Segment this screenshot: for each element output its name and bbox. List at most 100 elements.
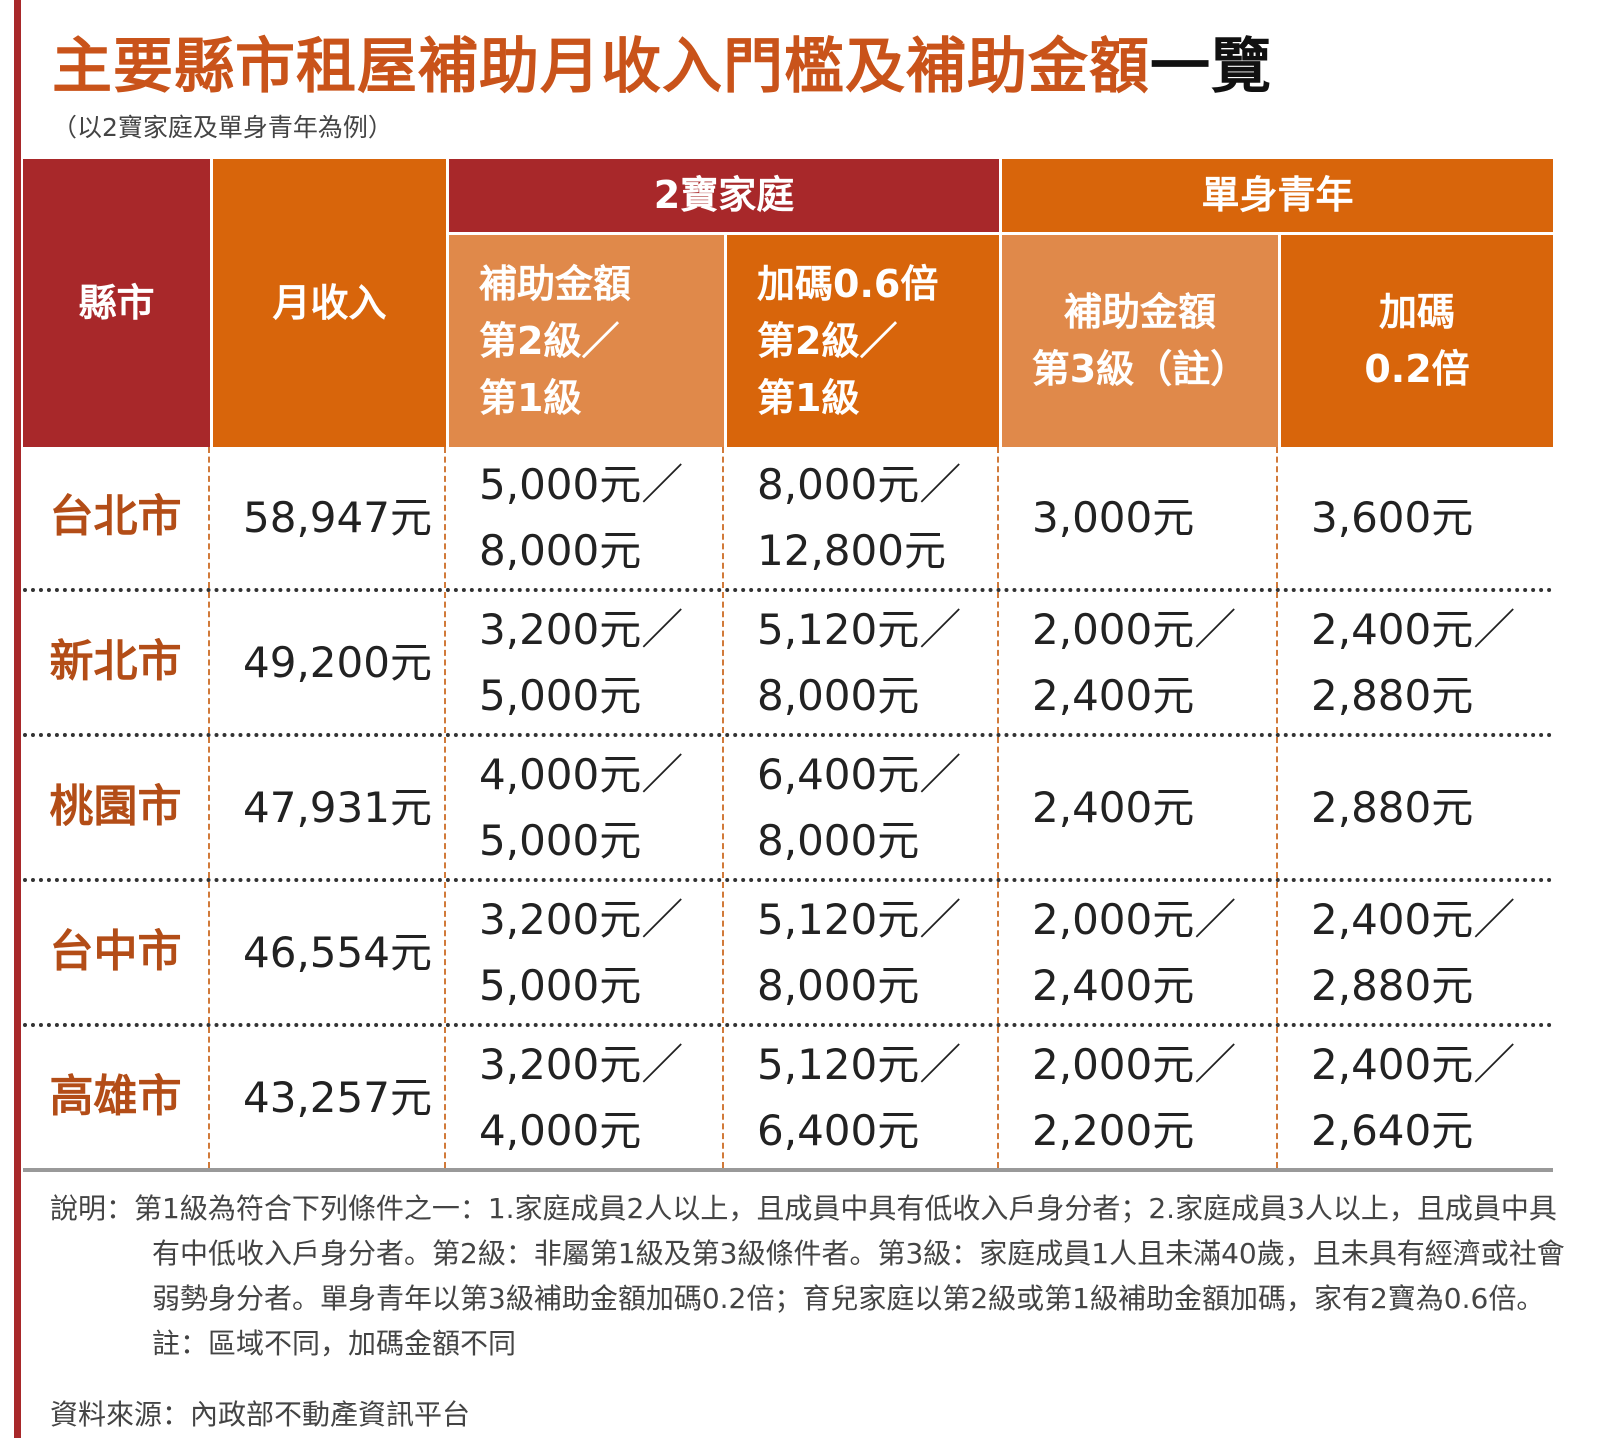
value-line: 8,000元	[479, 525, 642, 575]
value-line: 5,000元／	[479, 460, 684, 510]
city-name: 桃園市	[49, 781, 182, 833]
cell-family-subsidy: 3,200元／ 4,000元	[449, 1027, 724, 1168]
header-line: 補助金額	[479, 261, 632, 306]
income-value: 47,931元	[243, 782, 432, 832]
title-tail: 一覽	[1150, 32, 1272, 102]
cell-single-subsidy: 2,000元／ 2,200元	[1002, 1027, 1278, 1168]
value-line: 6,400元	[757, 1105, 920, 1155]
value-line: 3,200元／	[479, 1040, 684, 1090]
source: 資料來源：內政部不動產資訊平台	[50, 1398, 471, 1431]
value-line: 5,120元／	[757, 1040, 962, 1090]
header-single-subsidy: 補助金額第3級（註）	[1002, 235, 1278, 447]
cell-family-bonus: 5,120元／ 8,000元	[727, 592, 999, 733]
header-single-bonus: 加碼 0.2倍	[1281, 235, 1553, 447]
value-line: 2,000元／	[1032, 895, 1237, 945]
city-name: 台中市	[49, 926, 182, 978]
value-line: 5,120元／	[757, 895, 962, 945]
value-line: 2,000元／	[1032, 1040, 1237, 1090]
cell-single-subsidy: 2,400元	[1002, 737, 1278, 878]
value-line: 3,200元／	[479, 605, 684, 655]
value-line: 5,000元	[479, 960, 642, 1010]
cell-single-subsidy: 2,000元／ 2,400元	[1002, 592, 1278, 733]
cell-city: 高雄市	[23, 1027, 210, 1168]
value-line: 3,000元	[1032, 492, 1195, 542]
income-value: 49,200元	[243, 637, 432, 687]
value-line: 2,200元	[1032, 1105, 1195, 1155]
header-family-subsidy: 補助金額第2級／ 第1級	[449, 235, 724, 447]
value-line: 2,400元	[1032, 960, 1195, 1010]
header-line: 第1級	[757, 375, 860, 420]
header-line: 第3級（註）	[1031, 347, 1249, 391]
value-line: 2,400元／	[1311, 1040, 1516, 1090]
header-line: 第2級／	[757, 318, 898, 363]
income-value: 43,257元	[243, 1072, 432, 1122]
cell-income: 49,200元	[213, 592, 446, 733]
notes-text: 說明：第1級為符合下列條件之一：1.家庭成員2人以上，且成員中具有低收入戶身分者…	[50, 1192, 1565, 1360]
header-group-family: 2寶家庭	[449, 159, 999, 232]
cell-income: 43,257元	[213, 1027, 446, 1168]
value-line: 2,400元／	[1311, 895, 1516, 945]
table-header: 縣市 月收入 2寶家庭 單身青年 補助金額 第2級／ 第1級 加碼0.6倍 第2級／ 第…	[23, 159, 1553, 447]
value-line: 12,800元	[757, 525, 946, 575]
page-title: 主要縣市租屋補助月收入門檻及補助金額一覽	[52, 18, 1272, 105]
cell-family-subsidy: 4,000元／ 5,000元	[449, 737, 724, 878]
header-line: 加碼	[1378, 290, 1455, 334]
header-line: 第2級／	[479, 318, 620, 363]
value-line: 8,000元	[757, 815, 920, 865]
value-line: 5,000元	[479, 670, 642, 720]
value-line: 5,120元／	[757, 605, 962, 655]
income-value: 58,947元	[243, 492, 432, 542]
value-line: 2,000元／	[1032, 605, 1237, 655]
cell-city: 台中市	[23, 882, 210, 1023]
value-line: 2,880元	[1311, 782, 1474, 832]
cell-city: 台北市	[23, 447, 210, 588]
value-line: 8,000元／	[757, 460, 962, 510]
value-line: 2,880元	[1311, 960, 1474, 1010]
header-group-single: 單身青年	[1002, 159, 1553, 232]
cell-income: 46,554元	[213, 882, 446, 1023]
value-line: 3,200元／	[479, 895, 684, 945]
subsidy-table: 縣市 月收入 2寶家庭 單身青年 補助金額 第2級／ 第1級 加碼0.6倍 第2級／ 第…	[23, 159, 1553, 1172]
cell-single-bonus: 2,400元／ 2,640元	[1281, 1027, 1553, 1168]
value-line: 4,000元／	[479, 750, 684, 800]
cell-family-subsidy: 3,200元／ 5,000元	[449, 592, 724, 733]
cell-family-bonus: 5,120元／ 8,000元	[727, 882, 999, 1023]
notes: 說明：第1級為符合下列條件之一：1.家庭成員2人以上，且成員中具有低收入戶身分者…	[50, 1186, 1570, 1366]
cell-single-subsidy: 3,000元	[1002, 447, 1278, 588]
city-name: 台北市	[49, 491, 182, 543]
value-line: 2,400元	[1032, 670, 1195, 720]
cell-family-bonus: 6,400元／ 8,000元	[727, 737, 999, 878]
cell-family-bonus: 8,000元／ 12,800元	[727, 447, 999, 588]
value-line: 8,000元	[757, 670, 920, 720]
income-value: 46,554元	[243, 927, 432, 977]
value-line: 2,400元	[1032, 782, 1195, 832]
table-body: 台北市 58,947元 5,000元／ 8,000元 8,000元／ 12,800元 3,0…	[23, 447, 1553, 1172]
subtitle: （以2寶家庭及單身青年為例）	[52, 113, 393, 142]
city-name: 高雄市	[49, 1071, 182, 1123]
value-line: 2,880元	[1311, 670, 1474, 720]
cell-single-bonus: 2,400元／ 2,880元	[1281, 882, 1553, 1023]
value-line: 6,400元／	[757, 750, 962, 800]
table-row: 台中市 46,554元 3,200元／ 5,000元 5,120元／ 8,000元 2,00…	[23, 882, 1553, 1027]
value-line: 4,000元	[479, 1105, 642, 1155]
cell-single-bonus: 3,600元	[1281, 447, 1553, 588]
header-line: 補助金額	[1063, 290, 1216, 334]
header-line: 第1級	[479, 375, 582, 420]
city-name: 新北市	[49, 636, 182, 688]
cell-city: 桃園市	[23, 737, 210, 878]
table-row: 新北市 49,200元 3,200元／ 5,000元 5,120元／ 8,000元 2,00…	[23, 592, 1553, 737]
title-main: 主要縣市租屋補助月收入門檻及補助金額	[52, 32, 1150, 102]
cell-income: 47,931元	[213, 737, 446, 878]
cell-single-subsidy: 2,000元／ 2,400元	[1002, 882, 1278, 1023]
header-family-bonus: 加碼0.6倍 第2級／ 第1級	[727, 235, 999, 447]
table-row: 高雄市 43,257元 3,200元／ 4,000元 5,120元／ 6,400元 2,00…	[23, 1027, 1553, 1172]
cell-single-bonus: 2,400元／ 2,880元	[1281, 592, 1553, 733]
cell-family-bonus: 5,120元／ 6,400元	[727, 1027, 999, 1168]
header-city: 縣市	[23, 159, 210, 447]
header-income: 月收入	[213, 159, 446, 447]
cell-family-subsidy: 5,000元／ 8,000元	[449, 447, 724, 588]
header-line: 加碼0.6倍	[757, 261, 939, 306]
table-row: 台北市 58,947元 5,000元／ 8,000元 8,000元／ 12,800元 3,0…	[23, 447, 1553, 592]
accent-bar	[14, 0, 21, 1438]
cell-single-bonus: 2,880元	[1281, 737, 1553, 878]
